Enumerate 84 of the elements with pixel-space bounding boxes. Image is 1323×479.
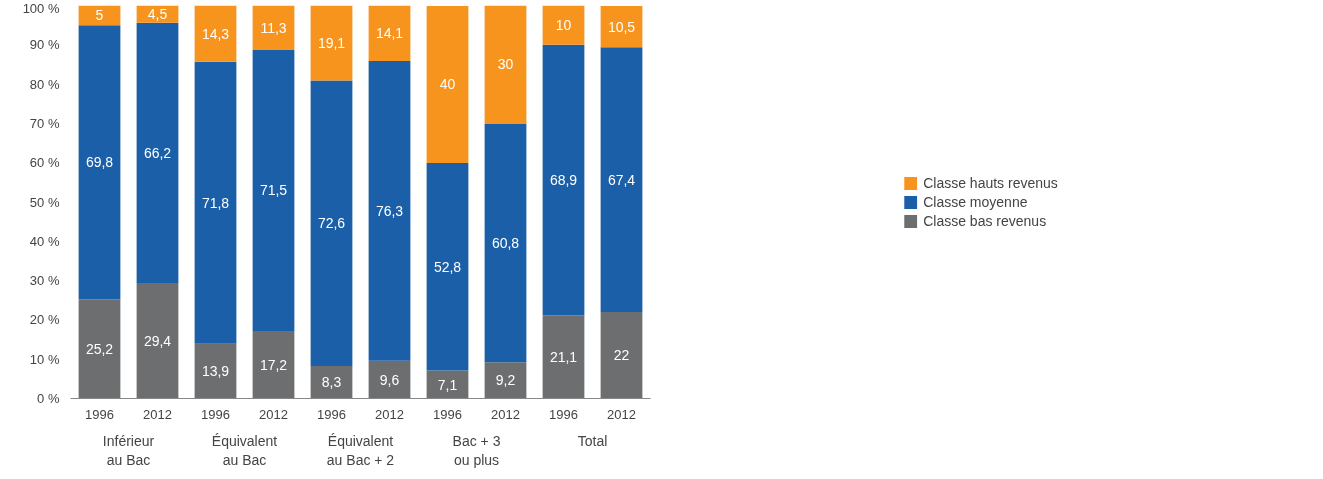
x-tick-label: 2012 [491, 406, 520, 422]
data-label: 10,5 [607, 18, 636, 35]
data-label: 21,1 [549, 349, 578, 366]
data-label: 71,8 [201, 194, 230, 211]
data-label: 68,9 [549, 172, 578, 189]
x-tick-label: 2012 [259, 406, 288, 422]
data-label: 5 [95, 7, 104, 24]
data-label: 60,8 [491, 234, 520, 251]
data-label: 69,8 [85, 154, 114, 171]
data-label: 19,1 [317, 35, 346, 52]
bar [252, 5, 295, 50]
x-tick-label: 1996 [549, 406, 578, 422]
bar [310, 5, 353, 81]
y-tick-label: 80 % [29, 76, 60, 92]
data-label: 66,2 [143, 144, 172, 161]
x-tick-label: 2012 [375, 406, 404, 422]
data-label: 29,4 [143, 332, 172, 349]
bar [136, 22, 179, 283]
y-tick-label: 90 % [29, 37, 60, 53]
legend-label: Classe hauts revenus [923, 174, 1058, 191]
y-tick-label: 0 % [37, 391, 60, 406]
data-label: 52,8 [433, 258, 462, 275]
x-tick-label: 2012 [607, 406, 636, 422]
data-label: 76,3 [375, 202, 404, 219]
y-tick-label: 50 % [29, 194, 60, 210]
bar [194, 5, 237, 62]
text: Inférieur au Bac [102, 432, 155, 468]
bar [194, 61, 237, 344]
x-tick-label: 1996 [201, 406, 230, 422]
data-label: 7,1 [437, 376, 458, 393]
data-label: 8,3 [321, 374, 342, 391]
text: Équivalent au Bac [211, 432, 278, 468]
data-label: 71,5 [259, 182, 288, 199]
legend-label: Classe bas revenus [923, 212, 1047, 229]
y-tick-label: 70 % [29, 115, 60, 131]
bar [600, 5, 643, 48]
bar [600, 312, 643, 399]
bar [368, 5, 411, 61]
data-label: 25,2 [85, 340, 114, 357]
bar [484, 123, 527, 363]
bar [426, 5, 469, 164]
bar [484, 362, 527, 399]
data-label: 22 [613, 347, 630, 364]
bar [542, 44, 585, 316]
x-tick-label: 1996 [317, 406, 346, 422]
bar [600, 47, 643, 313]
bar [136, 282, 179, 399]
x-tick-label: 2012 [143, 406, 172, 422]
data-label: 30 [497, 56, 514, 73]
data-label: 40 [439, 76, 456, 93]
data-label: 14,3 [201, 25, 230, 42]
y-tick-label: 10 % [29, 351, 60, 367]
bar [484, 5, 527, 124]
bar [252, 49, 295, 331]
y-tick-label: 100 % [22, 0, 60, 16]
bar [542, 5, 585, 45]
bar [426, 163, 469, 371]
y-tick-label: 20 % [29, 312, 60, 328]
bar [252, 330, 295, 399]
bar [78, 299, 121, 399]
bar [310, 80, 353, 366]
x-tick-label: 1996 [433, 406, 462, 422]
y-tick-label: 60 % [29, 155, 60, 171]
text: Bac + 3 ou plus [452, 432, 501, 468]
text: Total [577, 432, 608, 449]
bar [194, 343, 237, 399]
data-label: 4,5 [147, 5, 168, 22]
bar [368, 60, 411, 361]
x-tick-label: 1996 [85, 406, 114, 422]
data-label: 13,9 [201, 363, 230, 380]
data-label: 9,2 [495, 372, 516, 389]
data-label: 10 [555, 17, 572, 34]
y-tick-label: 30 % [29, 273, 60, 289]
bar [542, 315, 585, 399]
bar [78, 25, 121, 300]
text: Équivalent au Bac + 2 [326, 432, 395, 468]
data-label: 11,3 [260, 19, 287, 36]
y-tick-label: 40 % [29, 233, 60, 249]
data-label: 14,1 [375, 25, 404, 42]
data-label: 17,2 [259, 356, 288, 373]
legend-label: Classe moyenne [923, 193, 1028, 210]
data-label: 9,6 [379, 371, 400, 388]
data-label: 72,6 [317, 215, 346, 232]
data-label: 67,4 [607, 171, 636, 188]
